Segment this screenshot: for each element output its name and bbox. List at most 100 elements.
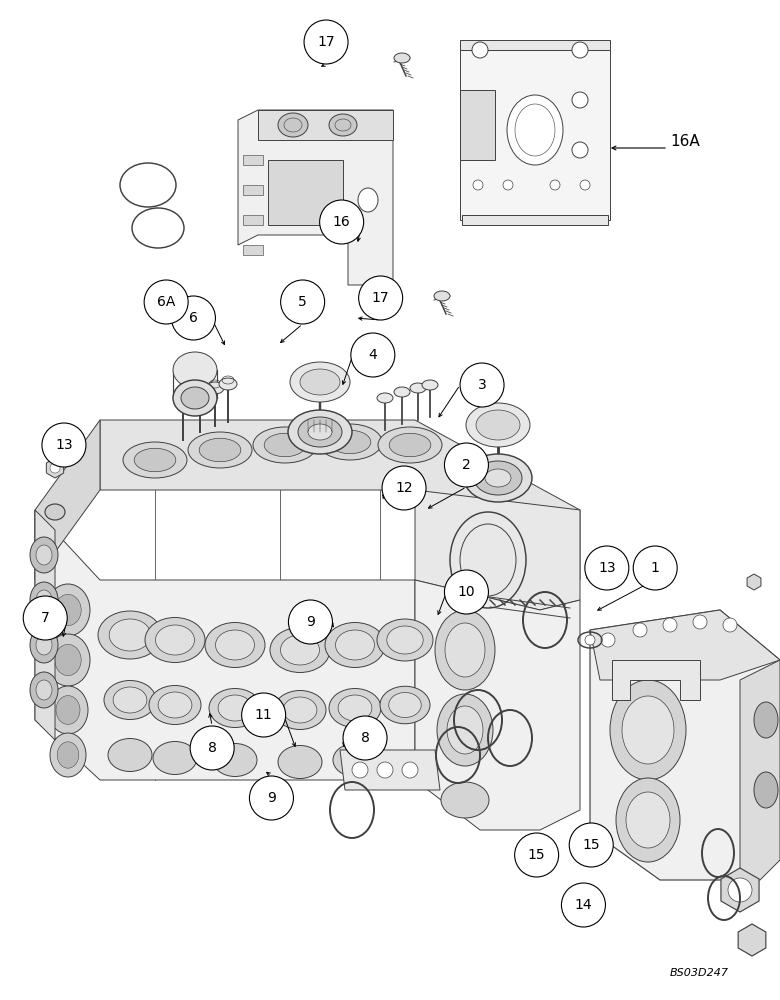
Ellipse shape <box>389 433 431 457</box>
Circle shape <box>585 635 595 645</box>
Circle shape <box>250 776 293 820</box>
Ellipse shape <box>441 782 489 818</box>
Ellipse shape <box>173 380 217 416</box>
Circle shape <box>460 363 504 407</box>
Ellipse shape <box>626 792 670 848</box>
Ellipse shape <box>622 696 674 764</box>
Polygon shape <box>35 510 415 780</box>
Polygon shape <box>46 458 64 478</box>
Polygon shape <box>100 420 580 580</box>
Polygon shape <box>747 574 761 590</box>
Ellipse shape <box>145 617 205 662</box>
Ellipse shape <box>754 772 778 808</box>
Circle shape <box>572 142 588 158</box>
Ellipse shape <box>335 630 374 660</box>
Polygon shape <box>462 215 608 225</box>
Polygon shape <box>460 50 610 220</box>
Bar <box>243 215 263 225</box>
Bar <box>268 160 343 225</box>
Ellipse shape <box>36 635 52 655</box>
Circle shape <box>503 180 513 190</box>
Ellipse shape <box>435 610 495 690</box>
Text: 2: 2 <box>462 458 471 472</box>
Circle shape <box>633 546 677 590</box>
Ellipse shape <box>30 582 58 618</box>
Ellipse shape <box>474 461 522 495</box>
Text: 17: 17 <box>317 35 335 49</box>
Ellipse shape <box>50 733 86 777</box>
Ellipse shape <box>132 208 184 248</box>
Ellipse shape <box>104 680 156 720</box>
Ellipse shape <box>485 469 511 487</box>
Ellipse shape <box>278 113 308 137</box>
Circle shape <box>377 762 393 778</box>
Circle shape <box>359 276 402 320</box>
Text: 15: 15 <box>583 838 600 852</box>
Ellipse shape <box>387 626 424 654</box>
Polygon shape <box>415 490 580 610</box>
Polygon shape <box>590 610 780 880</box>
Ellipse shape <box>333 744 377 776</box>
Circle shape <box>289 600 332 644</box>
Circle shape <box>445 443 488 487</box>
Circle shape <box>569 823 613 867</box>
Ellipse shape <box>188 432 252 468</box>
Ellipse shape <box>264 433 306 457</box>
Circle shape <box>50 463 60 473</box>
Ellipse shape <box>380 686 430 724</box>
Ellipse shape <box>281 635 320 665</box>
Ellipse shape <box>325 622 385 668</box>
Ellipse shape <box>48 686 88 734</box>
Circle shape <box>23 596 67 640</box>
Ellipse shape <box>253 427 317 463</box>
Polygon shape <box>740 660 780 880</box>
Ellipse shape <box>318 424 382 460</box>
Polygon shape <box>238 110 393 285</box>
Text: 13: 13 <box>598 561 615 575</box>
Ellipse shape <box>283 697 317 723</box>
Circle shape <box>728 878 752 902</box>
Circle shape <box>723 618 737 632</box>
Ellipse shape <box>134 448 176 472</box>
Circle shape <box>172 296 215 340</box>
Ellipse shape <box>437 694 493 766</box>
Ellipse shape <box>113 687 147 713</box>
Text: 6: 6 <box>189 311 198 325</box>
Ellipse shape <box>464 454 532 502</box>
Ellipse shape <box>460 524 516 596</box>
Bar <box>243 245 263 255</box>
Polygon shape <box>738 924 766 956</box>
Text: 14: 14 <box>575 898 592 912</box>
Ellipse shape <box>199 438 241 462</box>
Circle shape <box>633 623 647 637</box>
Circle shape <box>473 180 483 190</box>
Ellipse shape <box>46 634 90 686</box>
Circle shape <box>585 546 629 590</box>
Polygon shape <box>340 750 440 790</box>
Ellipse shape <box>754 702 778 738</box>
Circle shape <box>343 716 387 760</box>
Text: 6A: 6A <box>157 295 176 309</box>
Circle shape <box>693 615 707 629</box>
Text: 13: 13 <box>55 438 73 452</box>
Ellipse shape <box>476 410 520 440</box>
Ellipse shape <box>206 382 224 394</box>
Ellipse shape <box>388 692 421 718</box>
Circle shape <box>472 142 488 158</box>
Ellipse shape <box>466 403 530 447</box>
Bar <box>243 185 263 195</box>
Circle shape <box>190 726 234 770</box>
Ellipse shape <box>30 672 58 708</box>
Polygon shape <box>612 660 700 700</box>
Ellipse shape <box>191 388 209 400</box>
Ellipse shape <box>46 584 90 636</box>
Ellipse shape <box>394 53 410 63</box>
Circle shape <box>663 618 677 632</box>
Ellipse shape <box>308 424 332 440</box>
Text: 7: 7 <box>41 611 50 625</box>
Ellipse shape <box>288 410 352 454</box>
Ellipse shape <box>57 742 79 768</box>
Ellipse shape <box>329 114 357 136</box>
Circle shape <box>580 180 590 190</box>
Ellipse shape <box>377 393 393 403</box>
